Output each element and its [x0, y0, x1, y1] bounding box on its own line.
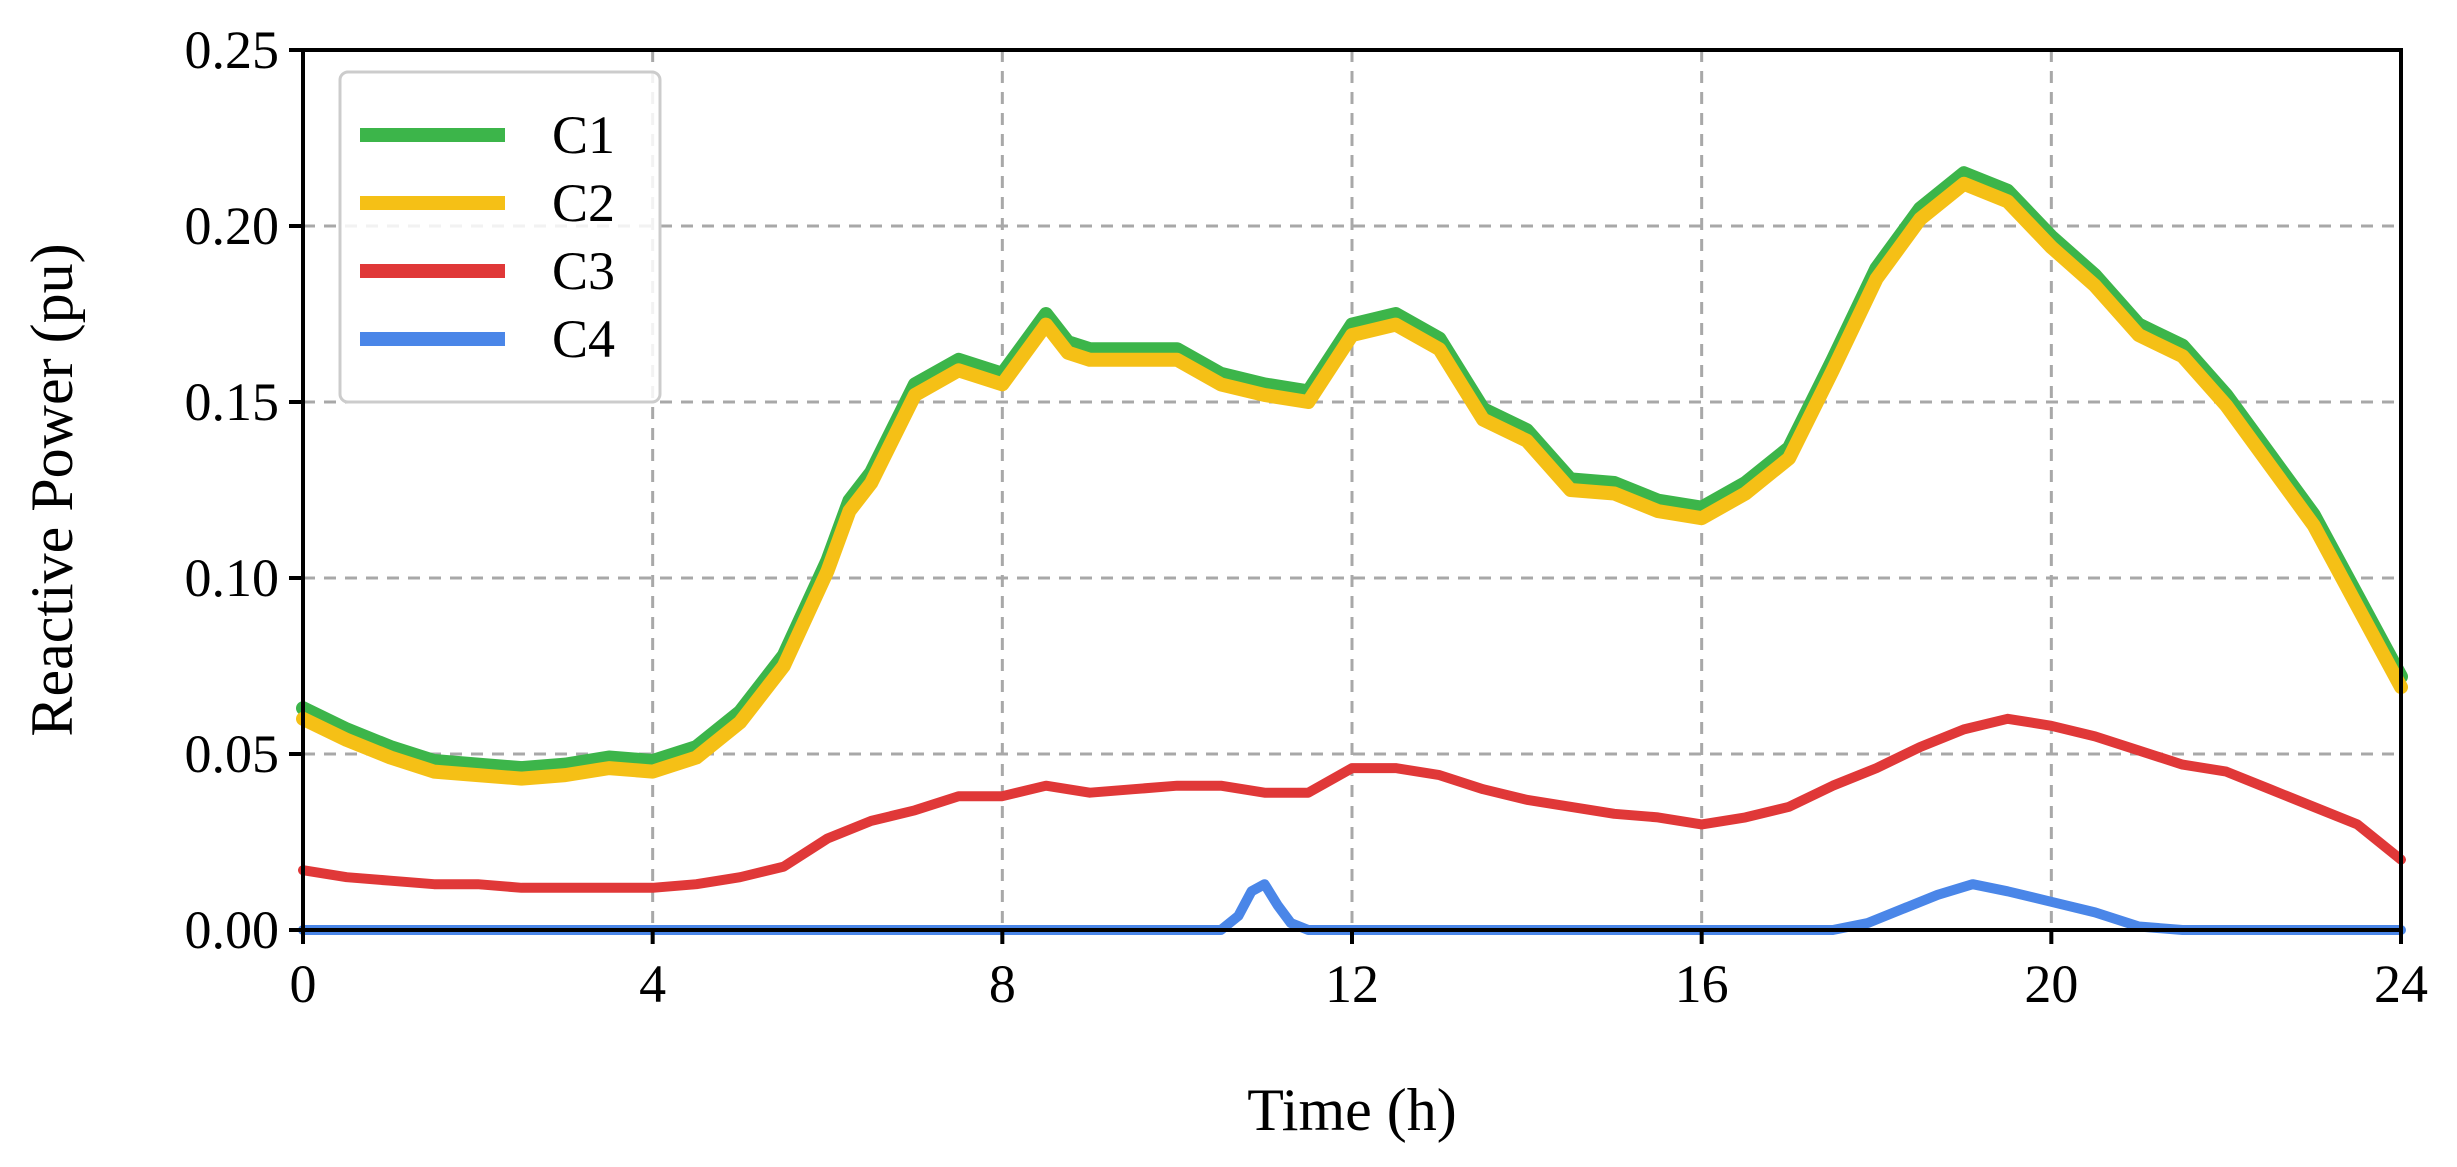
series-line-c3: [298, 713, 2406, 893]
legend-label-c4: C4: [552, 309, 615, 369]
x-tick-label: 0: [290, 954, 317, 1014]
legend-box: [338, 70, 662, 404]
legend-label-c1: C1: [552, 105, 615, 165]
legend-label-c2: C2: [552, 173, 615, 233]
y-tick-label: 0.10: [185, 548, 280, 608]
y-tick-label: 0.20: [185, 196, 280, 256]
series-layer: [296, 166, 2408, 935]
grid: [303, 50, 2401, 930]
legend: C1 C2 C3 C4: [338, 70, 662, 404]
x-tick-label: 24: [2374, 954, 2428, 1014]
x-tick-label: 16: [1675, 954, 1729, 1014]
x-tick-label: 4: [639, 954, 666, 1014]
y-tick-label: 0.05: [185, 724, 280, 784]
x-tick-label: 20: [2024, 954, 2078, 1014]
x-axis-label: Time (h): [1247, 1077, 1456, 1143]
y-tick-label: 0.00: [185, 900, 280, 960]
y-tick-label: 0.15: [185, 372, 280, 432]
series-line-c2: [296, 176, 2408, 786]
y-tick-label: 0.25: [185, 20, 280, 80]
y-axis-label: Reactive Power (pu): [19, 243, 85, 736]
x-tick-label: 8: [989, 954, 1016, 1014]
ticks: 0 4 8 12 16 20 24 0.00 0.05 0.10 0.15 0.20 0.25: [185, 20, 2429, 1014]
x-tick-label: 12: [1325, 954, 1379, 1014]
legend-label-c3: C3: [552, 241, 615, 301]
